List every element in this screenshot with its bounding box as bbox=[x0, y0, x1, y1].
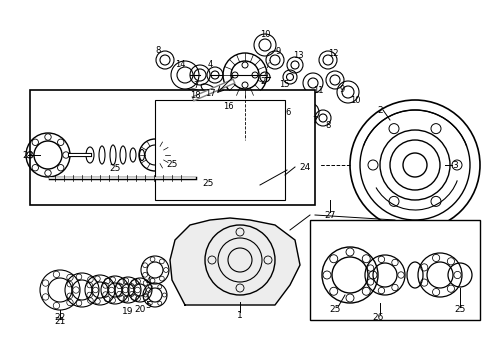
Text: 27: 27 bbox=[324, 211, 336, 220]
Text: 14: 14 bbox=[175, 59, 185, 68]
Text: 8: 8 bbox=[155, 45, 161, 54]
Text: 19: 19 bbox=[122, 306, 134, 315]
Text: 25: 25 bbox=[166, 159, 178, 168]
Text: 9: 9 bbox=[275, 46, 281, 55]
Text: 25: 25 bbox=[329, 306, 341, 315]
Text: 2: 2 bbox=[377, 105, 383, 114]
Text: 23: 23 bbox=[23, 150, 34, 159]
Text: 8: 8 bbox=[325, 121, 331, 130]
Text: 17: 17 bbox=[205, 89, 215, 98]
Text: 25: 25 bbox=[109, 163, 121, 172]
Bar bbox=[30, 90, 315, 205]
Text: 25: 25 bbox=[454, 306, 466, 315]
Text: 16: 16 bbox=[222, 102, 233, 111]
Bar bbox=[310, 220, 480, 320]
Polygon shape bbox=[170, 218, 300, 305]
Text: 10: 10 bbox=[260, 30, 270, 39]
Bar bbox=[155, 100, 285, 200]
Text: 20: 20 bbox=[134, 306, 146, 315]
Text: 4: 4 bbox=[207, 59, 213, 68]
Text: 18: 18 bbox=[190, 90, 200, 99]
Text: 21: 21 bbox=[54, 318, 66, 327]
Text: 3: 3 bbox=[452, 161, 458, 170]
Text: 2: 2 bbox=[260, 77, 266, 86]
Text: 13: 13 bbox=[293, 50, 303, 59]
Text: 5: 5 bbox=[145, 302, 151, 310]
Text: 11: 11 bbox=[313, 86, 323, 95]
Text: 9: 9 bbox=[340, 85, 344, 94]
Text: 1: 1 bbox=[237, 310, 243, 320]
Text: 22: 22 bbox=[54, 314, 66, 323]
Text: 6: 6 bbox=[285, 108, 291, 117]
Text: 12: 12 bbox=[328, 49, 338, 58]
Text: 25: 25 bbox=[202, 179, 214, 188]
Text: 24: 24 bbox=[299, 162, 311, 171]
Text: 4: 4 bbox=[145, 276, 151, 285]
Text: 15: 15 bbox=[279, 80, 289, 89]
Text: 7: 7 bbox=[194, 81, 198, 90]
Text: 10: 10 bbox=[350, 95, 360, 104]
Text: 26: 26 bbox=[372, 314, 384, 323]
Text: 7: 7 bbox=[312, 116, 318, 125]
